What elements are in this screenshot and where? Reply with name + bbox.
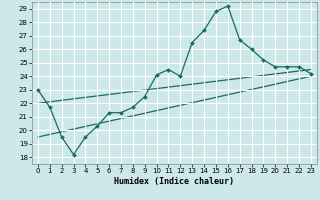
X-axis label: Humidex (Indice chaleur): Humidex (Indice chaleur) — [115, 177, 234, 186]
